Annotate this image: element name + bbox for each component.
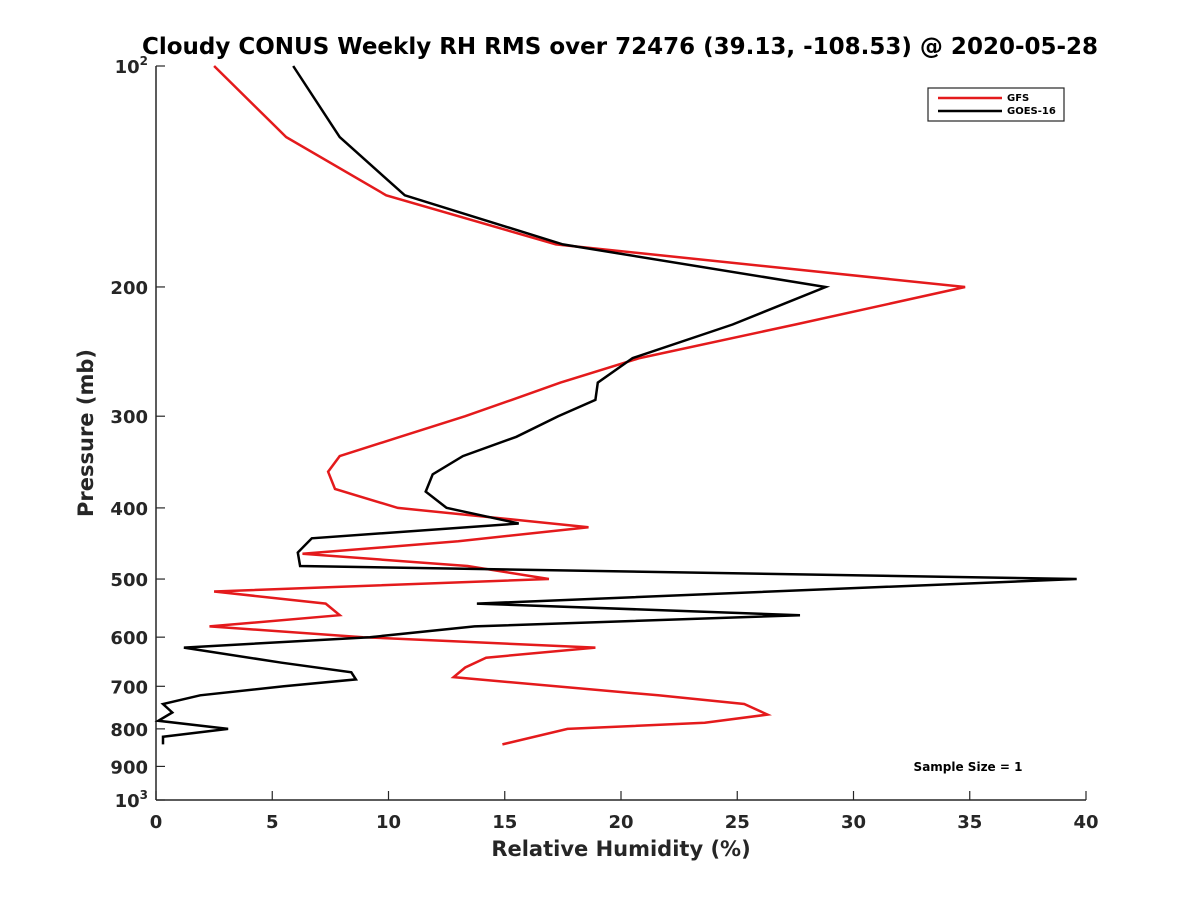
- y-tick-label: 600: [110, 628, 148, 649]
- sample-size-annotation: Sample Size = 1: [914, 760, 1023, 774]
- y-tick-label-base: 700: [110, 677, 148, 698]
- y-tick-label-exponent: 3: [140, 788, 148, 802]
- x-tick-label: 30: [841, 812, 866, 833]
- y-tick-label: 500: [110, 570, 148, 591]
- x-tick-label: 15: [492, 812, 517, 833]
- y-tick-label-base: 300: [110, 407, 148, 428]
- y-tick-label: 400: [110, 499, 148, 520]
- x-tick-label: 35: [957, 812, 982, 833]
- y-tick-label-base: 400: [110, 499, 148, 520]
- x-tick-label: 40: [1073, 812, 1098, 833]
- y-tick-label-base: 10: [115, 791, 140, 812]
- series-line-gfs: [209, 65, 966, 746]
- y-tick-label: 200: [110, 278, 148, 299]
- x-tick-label: 10: [376, 812, 401, 833]
- y-tick-label: 900: [110, 757, 148, 778]
- y-tick-label-base: 900: [110, 757, 148, 778]
- chart-title: Cloudy CONUS Weekly RH RMS over 72476 (3…: [142, 34, 1098, 60]
- x-tick-label: 20: [608, 812, 633, 833]
- series-line-goes16: [154, 65, 1077, 745]
- x-tick-label: 25: [725, 812, 750, 833]
- y-tick-label-base: 500: [110, 570, 148, 591]
- y-axis-label: Pressure (mb): [74, 349, 98, 517]
- y-tick-label: 700: [110, 677, 148, 698]
- y-tick-label-base: 600: [110, 628, 148, 649]
- y-tick-label-base: 800: [110, 720, 148, 741]
- x-tick-label: 5: [266, 812, 279, 833]
- y-tick-label-exponent: 2: [140, 54, 148, 68]
- legend-box: [927, 87, 1065, 122]
- y-tick-label: 103: [115, 788, 148, 812]
- x-axis-label: Relative Humidity (%): [491, 837, 750, 861]
- y-tick-label-base: 10: [115, 57, 140, 78]
- x-tick-label: 0: [150, 812, 163, 833]
- y-tick-label: 102: [115, 54, 148, 78]
- series-lines: [154, 65, 1077, 746]
- y-tick-label-base: 200: [110, 278, 148, 299]
- y-tick-label: 300: [110, 407, 148, 428]
- legend-label-goes16: GOES-16: [1007, 106, 1056, 117]
- legend-label-gfs: GFS: [1007, 93, 1029, 104]
- y-tick-label: 800: [110, 720, 148, 741]
- x-ticks: 0 5 10 15 20 25 30 35 40: [150, 791, 1099, 833]
- legend: GFS GOES-16: [927, 87, 1065, 122]
